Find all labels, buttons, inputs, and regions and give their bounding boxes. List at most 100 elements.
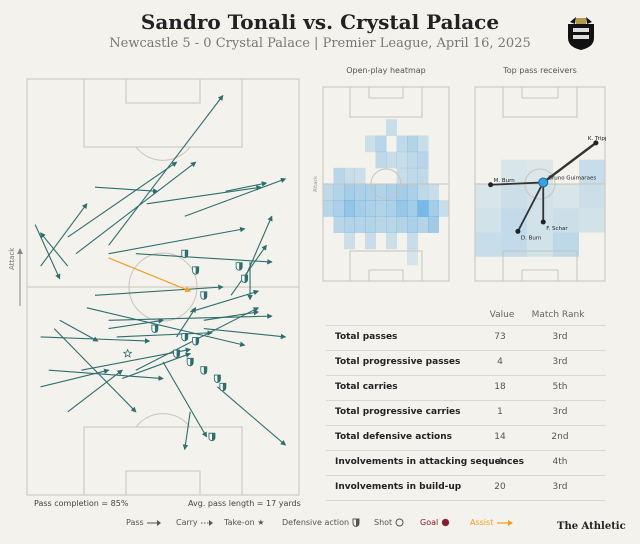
stat-row: Total progressive carries 1 3rd [326, 400, 606, 425]
heat-cell [344, 184, 355, 201]
receiver-zone [553, 184, 579, 209]
heat-cell [333, 200, 345, 217]
pass-arrow [176, 307, 197, 338]
pass-arrow [146, 185, 262, 205]
heat-cell [396, 167, 408, 185]
pass-arrow [67, 161, 178, 238]
shot-circle-icon [395, 518, 404, 527]
heat-cell [407, 151, 418, 169]
stat-rank: 4th [552, 457, 568, 467]
stat-row: Total carries 18 5th [326, 375, 606, 400]
receiver-zone [579, 208, 605, 233]
stat-value: 73 [494, 332, 506, 342]
pass-arrow [108, 226, 246, 255]
heat-cell [396, 184, 408, 201]
stat-value: 18 [494, 382, 506, 392]
heat-cell [333, 216, 345, 233]
stat-rank: 3rd [552, 357, 568, 367]
page-subtitle: Newcastle 5 - 0 Crystal Palace | Premier… [109, 36, 531, 51]
heat-cell [344, 167, 355, 185]
stat-label: Total carries [335, 382, 398, 392]
receiver-zone [475, 232, 501, 257]
receiver-dot [488, 182, 494, 188]
defensive-action-marker [181, 332, 189, 342]
receiver-label: M. Burn [494, 178, 516, 184]
defensive-action-marker [192, 266, 200, 275]
defensive-action-marker [173, 349, 181, 359]
heat-cell [375, 216, 387, 233]
heat-cell [407, 232, 418, 250]
heat-cell [354, 184, 366, 201]
pass-arrow [94, 284, 224, 296]
heat-cell [386, 184, 397, 201]
legend-pass: Pass [126, 518, 162, 527]
assist-arrow-icon [496, 519, 513, 526]
defensive-action-marker [235, 262, 243, 271]
receiver-link [542, 141, 597, 184]
defensive-action-marker [192, 337, 200, 346]
pass-map [26, 78, 300, 496]
pass-arrow [108, 94, 224, 246]
receiver-zone [579, 184, 605, 209]
pass-arrow [108, 313, 273, 321]
pass-arrow [59, 319, 99, 342]
heat-cell [354, 200, 366, 217]
heat-cell [417, 151, 429, 169]
pass-arrow [116, 330, 213, 338]
pass-arrow [108, 318, 164, 330]
heat-cell [428, 216, 439, 233]
star-icon: ★ [257, 518, 265, 527]
legend-assist: Assist [470, 518, 514, 527]
stat-value: 4 [497, 357, 503, 367]
heat-cell [375, 184, 387, 201]
stat-label: Total passes [335, 332, 398, 342]
receiver-zone [527, 208, 553, 233]
heat-cell [417, 184, 429, 201]
focus-player-dot [538, 177, 549, 188]
heat-cell [396, 135, 408, 153]
pass-arrow [75, 161, 197, 255]
heat-cell [365, 135, 376, 153]
pass-arrow [122, 352, 192, 380]
pass-arrow [217, 386, 287, 446]
heat-cell [417, 167, 429, 185]
legend-takeon: Take-on ★ [224, 518, 265, 527]
heat-cell [428, 184, 439, 201]
goal-circle-icon [441, 518, 450, 527]
stat-label: Total defensive actions [335, 432, 452, 442]
defensive-action-marker [151, 324, 159, 334]
stat-rank: 3rd [552, 332, 568, 342]
heat-cell [428, 216, 439, 233]
col-rank-header: Match Rank [531, 310, 585, 320]
pass-arrow [40, 336, 151, 344]
heat-cell [407, 167, 418, 185]
pass-arrow [81, 347, 192, 371]
receiver-zone [553, 232, 579, 257]
heat-cell [333, 167, 345, 185]
receiver-label: D. Burn [521, 235, 542, 241]
defensive-action-marker [219, 382, 227, 392]
heat-cell [407, 135, 418, 153]
stat-row: Total progressive passes 4 3rd [326, 350, 606, 375]
pass-arrow [184, 177, 287, 217]
heat-cell [386, 216, 397, 233]
stat-value: 4 [497, 457, 503, 467]
heat-cell [386, 119, 397, 136]
shield-icon [352, 518, 360, 528]
receiver-label: K. Trippier [588, 136, 606, 142]
heat-cell [417, 135, 429, 153]
defensive-action-marker [181, 249, 189, 259]
receiver-zone [527, 232, 553, 257]
heat-cell [417, 216, 429, 233]
stat-row: Total defensive actions 14 2nd [326, 425, 606, 450]
heat-cell [323, 184, 334, 201]
heat-cell [333, 184, 345, 201]
stat-value: 20 [494, 482, 506, 492]
heatmap-pitch-markings [322, 86, 450, 282]
attack-label: Attack [8, 247, 16, 270]
page-title: Sandro Tonali vs. Crystal Palace [140, 10, 500, 34]
defensive-action-marker [208, 432, 216, 442]
pass-arrow [40, 232, 69, 267]
receiver-dot [593, 140, 599, 146]
avg-pass-length: Avg. pass length = 17 yards [188, 499, 301, 508]
